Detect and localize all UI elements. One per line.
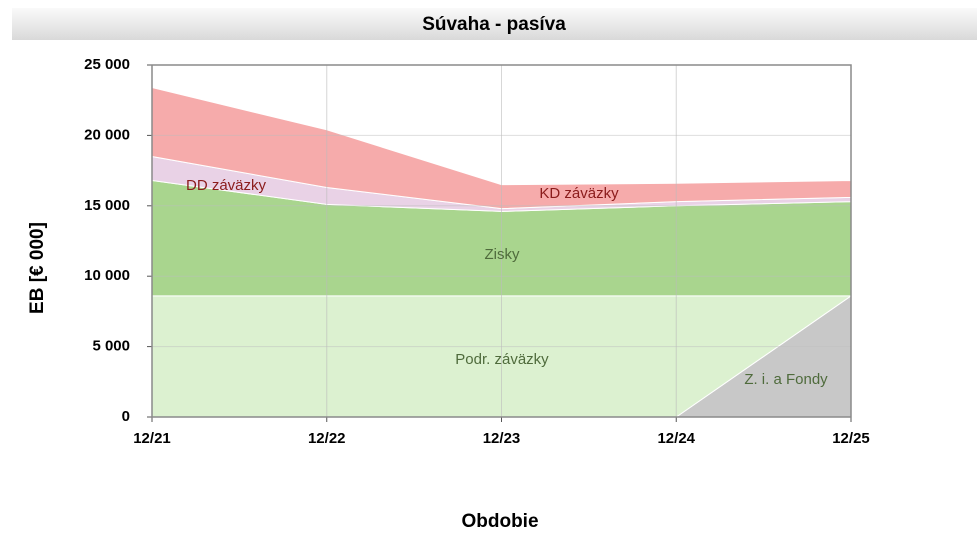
y-tick-label: 0 xyxy=(122,408,130,425)
area-label: KD záväzky xyxy=(539,185,619,202)
y-tick-label: 15 000 xyxy=(84,197,130,214)
x-tick-label: 12/23 xyxy=(483,430,521,447)
area-label: Podr. záväzky xyxy=(455,351,549,368)
plot-border xyxy=(151,64,852,418)
title-bar xyxy=(12,8,977,40)
y-axis-label: EB [€ 000] xyxy=(27,222,48,314)
area-label: DD záväzky xyxy=(186,177,267,194)
x-tick-label: 12/24 xyxy=(657,430,695,447)
x-tick-label: 12/21 xyxy=(133,430,171,447)
x-tick-label: 12/22 xyxy=(308,430,346,447)
chart-title: Súvaha - pasíva xyxy=(422,14,566,35)
x-tick-label: 12/25 xyxy=(832,430,870,447)
x-axis-label: Obdobie xyxy=(461,511,538,532)
area-label: Z. i. a Fondy xyxy=(744,371,828,388)
y-tick-label: 25 000 xyxy=(84,56,130,73)
y-tick-label: 20 000 xyxy=(84,126,130,143)
y-tick-label: 5 000 xyxy=(92,338,130,355)
y-tick-label: 10 000 xyxy=(84,267,130,284)
area-label: Zisky xyxy=(485,246,520,263)
